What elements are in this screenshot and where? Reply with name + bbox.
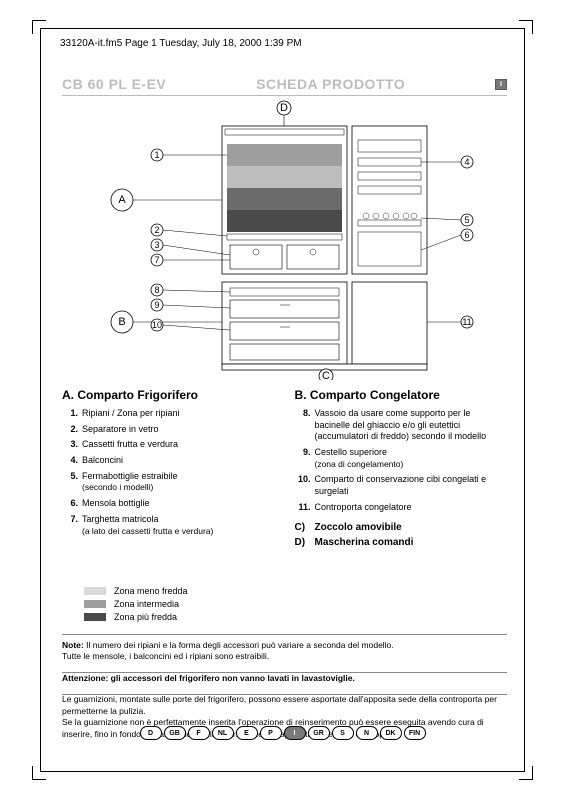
item-text: Controporta congelatore	[315, 502, 508, 514]
language-pill-fin: FIN	[404, 726, 426, 740]
item-text: Targhetta matricola(a lato dei cassetti …	[82, 514, 275, 537]
item-text: Vassoio da usare come supporto per le ba…	[315, 408, 508, 443]
item-text: Balconcini	[82, 455, 275, 467]
fridge-body	[222, 126, 347, 274]
model-code: CB 60 PL E-EV	[62, 76, 166, 92]
page-metadata: 33120A-it.fm5 Page 1 Tuesday, July 18, 2…	[60, 38, 302, 49]
item-number: 5.	[62, 471, 82, 494]
legend-label: Zona più fredda	[114, 612, 177, 622]
item-number: 8.	[295, 408, 315, 443]
note-label: Note:	[62, 640, 84, 650]
item-number: 3.	[62, 439, 82, 451]
divider	[62, 694, 507, 695]
letter-text: Mascherina comandi	[315, 537, 414, 548]
language-pill-f: F	[188, 726, 210, 740]
language-pill-e: E	[236, 726, 258, 740]
divider	[62, 634, 507, 635]
item-number: 7.	[62, 514, 82, 537]
item-number: 9.	[295, 447, 315, 470]
callouts-right: 4 5 6 11	[421, 156, 473, 328]
language-pill-gb: GB	[164, 726, 186, 740]
svg-text:6: 6	[464, 230, 469, 240]
attention-text: Attenzione: gli accessori del frigorifer…	[62, 673, 507, 684]
item-text: Fermabottiglie estraibile(secondo i mode…	[82, 471, 275, 494]
item-text: Ripiani / Zona per ripiani	[82, 408, 275, 420]
svg-text:2: 2	[154, 225, 159, 235]
content-columns: A. Comparto Frigorifero 1.Ripiani / Zona…	[62, 388, 507, 548]
letter-text: Zoccolo amovibile	[315, 522, 402, 533]
item-text: Comparto di conservazione cibi congelati…	[315, 474, 508, 497]
language-pill-n: N	[356, 726, 378, 740]
freezer-body	[222, 282, 347, 364]
svg-text:11: 11	[462, 317, 471, 327]
language-pill-gr: GR	[308, 726, 330, 740]
product-diagram: D	[62, 100, 507, 380]
svg-text:8: 8	[154, 285, 159, 295]
language-row: DGBFNLEPIGRSNDKFIN	[0, 726, 565, 740]
note-text-1: Il numero dei ripiani e la forma degli a…	[84, 640, 394, 650]
svg-text:3: 3	[154, 240, 159, 250]
legend-label: Zona meno fredda	[114, 586, 188, 596]
section-b: B. Comparto Congelatore 8.Vassoio da usa…	[295, 388, 508, 548]
svg-text:9: 9	[154, 300, 159, 310]
note-text-2: Tutte le mensole, i balconcini ed i ripi…	[62, 651, 269, 661]
svg-text:10: 10	[152, 320, 162, 330]
item-number: 1.	[62, 408, 82, 420]
language-pill-nl: NL	[212, 726, 234, 740]
language-badge: I	[495, 79, 507, 90]
language-pill-p: P	[260, 726, 282, 740]
item-number: 10.	[295, 474, 315, 497]
svg-text:1: 1	[154, 150, 159, 160]
item-number: 6.	[62, 498, 82, 510]
section-b-heading: B. Comparto Congelatore	[295, 388, 508, 402]
legend-swatch	[84, 587, 106, 595]
item-text: Cestello superiore(zona di congelamento)	[315, 447, 508, 470]
legend-label: Zona intermedia	[114, 599, 179, 609]
item-text: Separatore in vetro	[82, 424, 275, 436]
svg-text:5: 5	[464, 215, 469, 225]
title-row: CB 60 PL E-EV SCHEDA PRODOTTO I	[62, 76, 507, 92]
divider	[62, 672, 507, 673]
callouts-left: 1 2 3 7 8 9 10	[151, 149, 230, 331]
temperature-legend: Zona meno fredda Zona intermedia Zona più …	[84, 586, 188, 625]
diagram-label-c: C	[322, 370, 330, 380]
item-number: 11.	[295, 502, 315, 514]
legend-swatch	[84, 600, 106, 608]
language-pill-dk: DK	[380, 726, 402, 740]
diagram-label-a: A	[118, 194, 126, 206]
item-text: Cassetti frutta e verdura	[82, 439, 275, 451]
svg-text:4: 4	[464, 157, 469, 167]
title-rule	[62, 95, 507, 96]
diagram-label-b: B	[118, 316, 125, 328]
letter-label: D)	[295, 537, 315, 548]
legend-swatch	[84, 613, 106, 621]
freezer-door	[352, 282, 427, 364]
doc-type-heading: SCHEDA PRODOTTO	[256, 76, 405, 92]
fridge-door	[352, 126, 427, 274]
section-a: A. Comparto Frigorifero 1.Ripiani / Zona…	[62, 388, 275, 548]
language-pill-d: D	[140, 726, 162, 740]
svg-text:7: 7	[154, 255, 159, 265]
item-text: Mensola bottiglie	[82, 498, 275, 510]
language-pill-s: S	[332, 726, 354, 740]
letter-label: C)	[295, 522, 315, 533]
diagram-label-d: D	[280, 102, 288, 114]
item-number: 4.	[62, 455, 82, 467]
language-pill-i: I	[284, 726, 306, 740]
item-number: 2.	[62, 424, 82, 436]
section-a-heading: A. Comparto Frigorifero	[62, 388, 275, 402]
